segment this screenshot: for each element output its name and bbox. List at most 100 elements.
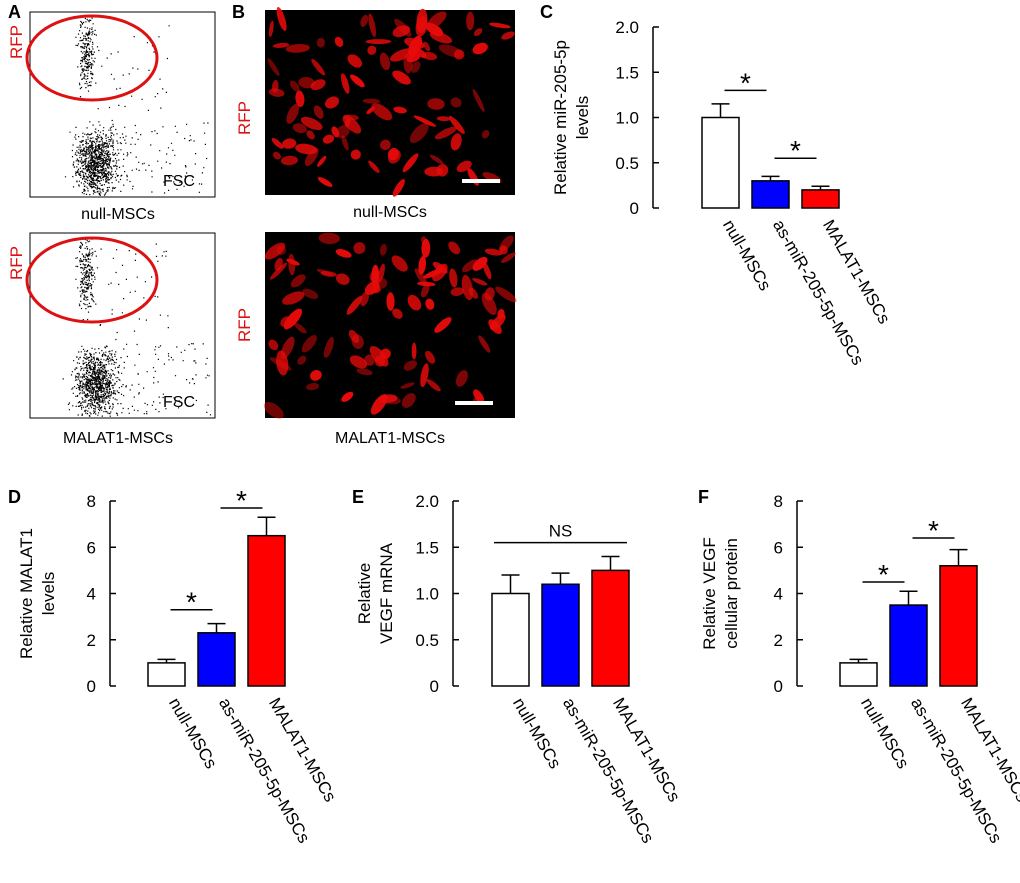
significance-label: NS xyxy=(549,522,573,541)
rfp-cell xyxy=(292,123,307,134)
rfp-cell xyxy=(378,396,401,405)
bar-e-1 xyxy=(541,583,580,687)
rfp-cell xyxy=(295,90,305,108)
bar-f-0 xyxy=(839,662,878,687)
rfp-cell xyxy=(434,317,452,333)
rfp-cell xyxy=(351,334,364,350)
rfp-cell xyxy=(317,177,333,187)
flow-plot-frame xyxy=(29,232,216,419)
panel-letter-d: D xyxy=(8,487,21,507)
y-tick-label: 6 xyxy=(774,538,783,557)
rfp-cell xyxy=(400,382,415,389)
rfp-cell xyxy=(394,18,412,37)
y-tick-label: 2.0 xyxy=(415,492,439,511)
rfp-cell xyxy=(368,160,380,173)
rfp-cell xyxy=(402,153,419,173)
rfp-cell xyxy=(392,179,405,197)
rfp-cell xyxy=(347,54,363,68)
y-axis-label: VEGF mRNA xyxy=(377,542,396,644)
rfp-cell xyxy=(501,252,516,264)
rfp-cell xyxy=(300,116,323,131)
y-tick-label: 0 xyxy=(630,199,639,218)
bar-f-1 xyxy=(889,604,928,687)
rfp-cell xyxy=(283,308,303,330)
rfp-cell xyxy=(416,8,428,34)
category-label: null-MSCs xyxy=(719,217,775,294)
rfp-cell xyxy=(473,28,483,37)
rfp-cell xyxy=(429,154,444,165)
rfp-cell xyxy=(403,52,413,74)
rfp-cell xyxy=(280,336,295,359)
rfp-cell xyxy=(360,14,369,27)
significance-label: * xyxy=(790,135,801,166)
category-label: null-MSCs xyxy=(509,695,565,772)
rfp-cell xyxy=(461,274,474,301)
rfp-cell xyxy=(425,298,435,310)
rfp-gate-ring xyxy=(25,14,159,102)
rfp-cell xyxy=(276,245,287,255)
rfp-cell xyxy=(461,259,478,273)
rfp-cell xyxy=(401,393,416,408)
category-label: as-miR-205-5p-MSCs xyxy=(769,217,868,369)
y-axis-label: Relative xyxy=(355,563,374,624)
rfp-axis-label: RFP xyxy=(7,246,26,280)
rfp-cell xyxy=(301,335,317,353)
rfp-cell xyxy=(472,88,485,113)
rfp-cell xyxy=(365,39,392,45)
bar-d-0 xyxy=(147,662,186,687)
rfp-cell xyxy=(386,292,395,311)
chart-malat1-levels: 0 2 4 6 8 Relative MALAT1 levels null-MSCsas-mi… xyxy=(17,485,340,846)
flow-plot-null: RFP FSC null-MSCs xyxy=(7,11,216,223)
rfp-cell xyxy=(371,264,380,288)
rfp-cell xyxy=(313,105,324,119)
rfp-cell xyxy=(403,360,418,371)
rfp-cell xyxy=(349,355,368,369)
rfp-cell xyxy=(331,126,340,138)
rfp-cell xyxy=(498,235,514,252)
rfp-cell xyxy=(306,382,320,391)
rfp-cell xyxy=(424,166,444,177)
category-label: null-MSCs xyxy=(165,695,221,772)
rfp-cell xyxy=(407,294,422,311)
y-tick-label: 0 xyxy=(774,677,783,696)
rfp-cell xyxy=(483,262,492,280)
rfp-cell xyxy=(297,355,307,365)
rfp-cell xyxy=(366,288,382,294)
y-axis-label: levels xyxy=(39,572,58,615)
rfp-cell xyxy=(264,242,286,260)
significance-label: * xyxy=(928,515,939,546)
rfp-cell xyxy=(323,336,334,358)
event-dots xyxy=(62,238,212,417)
rfp-cell xyxy=(282,138,297,149)
rfp-cell xyxy=(335,273,350,285)
rfp-cell xyxy=(448,115,465,134)
rfp-cell xyxy=(472,278,488,286)
y-tick-label: 1.5 xyxy=(415,538,439,557)
y-axis-label: Relative miR-205-5p xyxy=(551,40,570,195)
rfp-cell xyxy=(390,48,414,62)
rfp-cell xyxy=(425,350,436,364)
rfp-cell xyxy=(484,248,503,256)
rfp-cell xyxy=(288,253,296,276)
rfp-cell xyxy=(344,118,351,127)
rfp-cell xyxy=(409,123,429,143)
rfp-cell xyxy=(472,256,488,271)
scale-bar xyxy=(455,401,493,405)
rfp-cell xyxy=(379,394,398,403)
rfp-cell xyxy=(488,319,502,334)
rfp-cell xyxy=(341,135,349,151)
rfp-cell xyxy=(350,74,365,88)
rfp-cell xyxy=(413,115,437,127)
rfp-cell xyxy=(450,133,462,151)
y-tick-label: 6 xyxy=(87,538,96,557)
rfp-gate-ring xyxy=(25,236,159,324)
rfp-cell xyxy=(302,288,319,299)
rfp-cell xyxy=(472,42,488,55)
rfp-cell xyxy=(420,283,430,298)
chart-vegf-protein: 0 2 4 6 8 Relative VEGF cellular protein null-M… xyxy=(700,492,1020,846)
micrograph-caption: null-MSCs xyxy=(353,204,427,221)
rfp-cell xyxy=(434,126,457,140)
rfp-cell xyxy=(346,295,363,315)
